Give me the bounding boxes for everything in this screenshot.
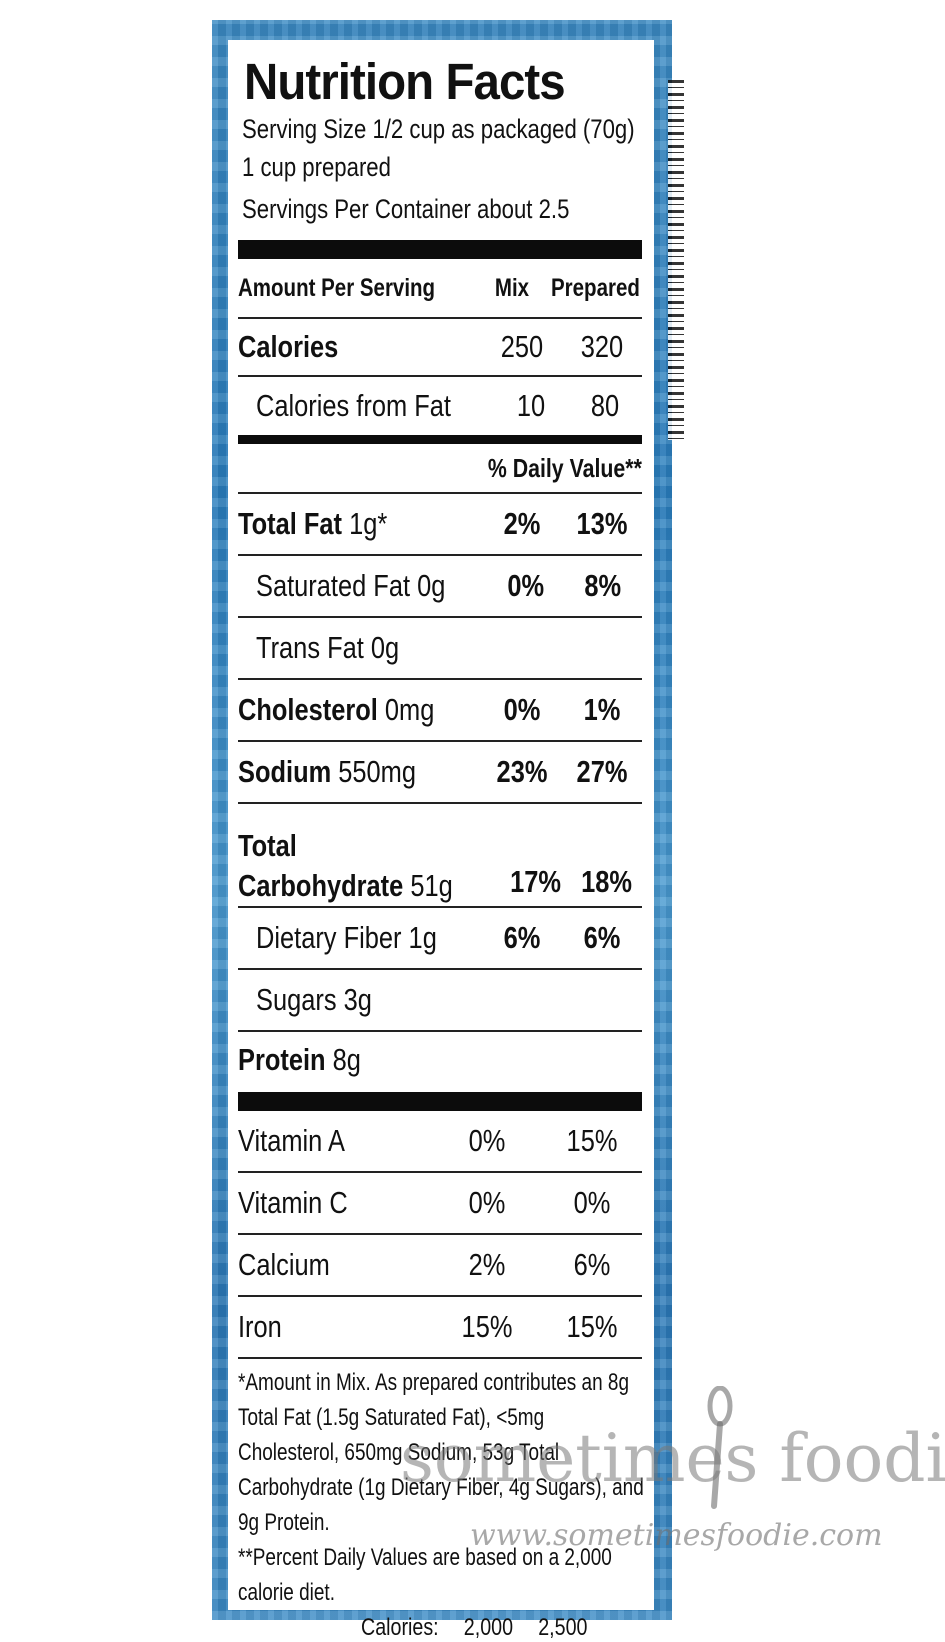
nutrient-prepared-dv: 27% (576, 754, 628, 789)
nutrient-row: Cholesterol 0mg 0% 1% (238, 680, 642, 742)
nutrient-row: Sugars 3g (238, 970, 642, 1032)
vitamin-prepared-dv: 0% (573, 1185, 611, 1220)
nutrient-row: Sodium 550mg 23% 27% (238, 742, 642, 804)
nutrient-name: Sugars 3g (256, 982, 441, 1018)
nutrient-name: Saturated Fat 0g (256, 568, 445, 604)
nutrient-prepared-dv: 18% (581, 864, 632, 899)
nutrient-mix-dv: 0% (503, 692, 541, 727)
nutrient-prepared-dv: 13% (576, 506, 628, 541)
thick-divider (238, 240, 642, 259)
vitamin-mix-dv: 2% (468, 1247, 506, 1282)
nutrient-amount: 8g (325, 1042, 361, 1077)
nutrient-row: Total Fat 1g* 2% 13% (238, 494, 642, 556)
vitamin-row: Vitamin C 0% 0% (238, 1173, 642, 1235)
column-prepared: Prepared (551, 273, 640, 302)
vitamin-name: Vitamin C (238, 1185, 348, 1220)
nutrient-prepared-dv: 8% (584, 568, 622, 603)
thick-divider-vitamins (238, 1092, 642, 1111)
nutrient-row: Saturated Fat 0g 0% 8% (238, 556, 642, 618)
calories-reference-label: Calories: (361, 1614, 439, 1641)
serving-size-prepared: 1 cup prepared (242, 152, 391, 182)
vitamin-name: Iron (238, 1309, 282, 1344)
nutrient-name: Sodium 550mg (238, 754, 438, 790)
daily-value-header-row: % Daily Value** (238, 444, 642, 494)
nutrient-bold-label-2: Carbohydrate (238, 868, 404, 903)
column-mix: Mix (494, 273, 530, 302)
nutrient-name: Protein 8g (238, 1042, 438, 1078)
nutrient-amount: Saturated Fat 0g (256, 568, 446, 603)
nutrient-row: Protein 8g (238, 1032, 642, 1088)
nutrient-bold-label: Cholesterol (238, 692, 378, 727)
calories-reference-2500: 2,500 (538, 1614, 588, 1641)
nutrient-name: Trans Fat 0g (256, 630, 441, 666)
vitamin-row: Vitamin A 0% 15% (238, 1111, 642, 1173)
serving-size: Serving Size 1/2 cup as packaged (70g) (242, 114, 635, 144)
daily-value-header: % Daily Value** (487, 452, 642, 483)
calories-from-fat-prepared: 80 (590, 388, 620, 423)
vitamin-prepared-dv: 15% (566, 1309, 618, 1344)
calories-from-fat-mix: 10 (516, 388, 545, 423)
nutrient-mix-dv: 0% (507, 568, 545, 603)
nutrient-bold-label: Sodium (238, 754, 332, 789)
vitamin-mix-dv: 0% (468, 1185, 506, 1220)
calories-prepared: 320 (580, 329, 624, 364)
nutrient-name: Cholesterol 0mg (238, 692, 438, 728)
nutrient-mix-dv: 17% (509, 864, 561, 899)
nutrient-list: Total Fat 1g* 2% 13% Saturated Fat 0g 0% 8% Tr… (238, 494, 642, 1088)
nutrient-bold-label: Total Fat (238, 506, 343, 541)
calories-label: Calories (238, 329, 339, 364)
nutrient-row: Trans Fat 0g (238, 618, 642, 680)
nutrient-amount: Sugars 3g (256, 982, 372, 1017)
nutrient-amount: Trans Fat 0g (256, 630, 400, 665)
nutrient-name: Total Carbohydrate 51g (238, 826, 453, 906)
medium-divider (238, 435, 642, 444)
watermark-logo-text: sometimes foodie (400, 1420, 945, 1497)
nutrient-bold-label: Total (238, 828, 297, 863)
vitamin-prepared-dv: 6% (573, 1247, 611, 1282)
nutrient-amount: 51g (403, 868, 453, 903)
nutrition-label: Nutrition Facts Serving Size 1/2 cup as … (228, 40, 654, 1641)
nutrient-mix-dv: 2% (503, 506, 541, 541)
nutrient-bold-label: Protein (238, 1042, 326, 1077)
nutrient-mix-dv: 23% (496, 754, 548, 789)
nutrient-mix-dv: 6% (503, 920, 541, 955)
vitamin-row: Calcium 2% 6% (238, 1235, 642, 1297)
nutrient-amount: Dietary Fiber 1g (256, 920, 437, 955)
watermark-url: www.sometimesfoodie.com (470, 1518, 883, 1553)
nutrient-amount: 0mg (377, 692, 435, 727)
calories-mix: 250 (500, 329, 544, 364)
amount-per-serving: Amount Per Serving (238, 273, 436, 302)
nutrient-row: Dietary Fiber 1g 6% 6% (238, 908, 642, 970)
calories-from-fat-row: Calories from Fat 10 80 (238, 377, 642, 435)
calories-row: Calories 250 320 (238, 319, 642, 377)
nutrient-prepared-dv: 6% (583, 920, 621, 955)
nutrient-name: Dietary Fiber 1g (256, 920, 441, 956)
nutrient-prepared-dv: 1% (583, 692, 621, 727)
vitamin-mix-dv: 15% (461, 1309, 513, 1344)
vitamin-list: Vitamin A 0% 15% Vitamin C 0% 0% Calcium 2% 6% Ir… (238, 1111, 642, 1359)
calories-reference-line: Calories: 2,000 2,500 (238, 1614, 587, 1642)
barcode-strip (668, 80, 684, 440)
nutrient-name: Total Fat 1g* (238, 506, 438, 542)
spoon-icon (707, 1386, 733, 1509)
nutrient-amount: 1g* (342, 506, 388, 541)
vitamin-row: Iron 15% 15% (238, 1297, 642, 1359)
vitamin-name: Vitamin A (238, 1123, 345, 1158)
amount-header-row: Amount Per Serving Mix Prepared (238, 259, 642, 319)
calories-from-fat-label: Calories from Fat (256, 388, 451, 423)
vitamin-prepared-dv: 15% (566, 1123, 618, 1158)
footnote-amount-in-mix: *Amount in Mix. As prepared contributes … (238, 1369, 644, 1536)
label-title: Nutrition Facts (244, 53, 566, 110)
vitamin-mix-dv: 0% (468, 1123, 506, 1158)
calories-reference-2000: 2,000 (463, 1614, 514, 1641)
servings-per-container: Servings Per Container about 2.5 (242, 194, 570, 224)
vitamin-name: Calcium (238, 1247, 330, 1282)
nutrient-amount: 550mg (331, 754, 417, 789)
nutrient-row: Total Carbohydrate 51g 17% 18% (238, 804, 642, 908)
